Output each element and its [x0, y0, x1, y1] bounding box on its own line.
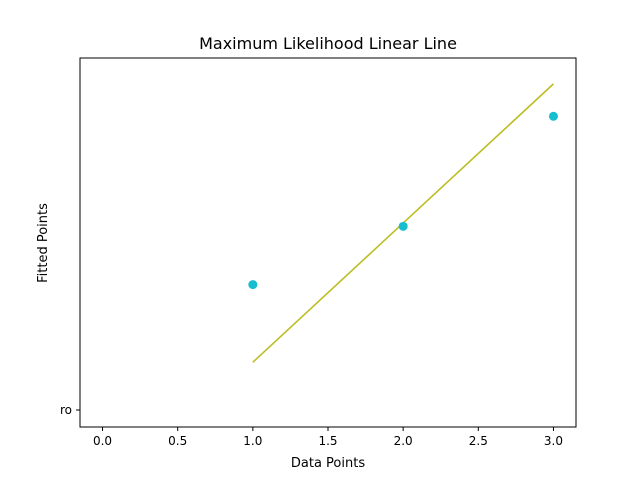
scatter-point — [398, 221, 408, 231]
x-axis-label: Data Points — [291, 456, 365, 471]
y-axis: ro — [60, 403, 80, 417]
y-axis-label: Fitted Points — [36, 203, 51, 283]
x-tick-label: 1.5 — [318, 434, 337, 448]
scatter-point — [248, 280, 258, 290]
x-tick-label: 1.0 — [243, 434, 262, 448]
x-tick-label: 3.0 — [544, 434, 563, 448]
scatter-point — [548, 111, 558, 121]
x-axis: 0.0 0.5 1.0 1.5 2.0 2.5 3.0 — [93, 427, 563, 448]
x-tick-label: 0.5 — [168, 434, 187, 448]
plot-content — [248, 83, 558, 363]
chart-title: Maximum Likelihood Linear Line — [199, 34, 457, 53]
x-tick-label: 2.0 — [394, 434, 413, 448]
y-tick-label: ro — [60, 403, 72, 417]
x-tick-label: 2.5 — [469, 434, 488, 448]
x-tick-label: 0.0 — [93, 434, 112, 448]
